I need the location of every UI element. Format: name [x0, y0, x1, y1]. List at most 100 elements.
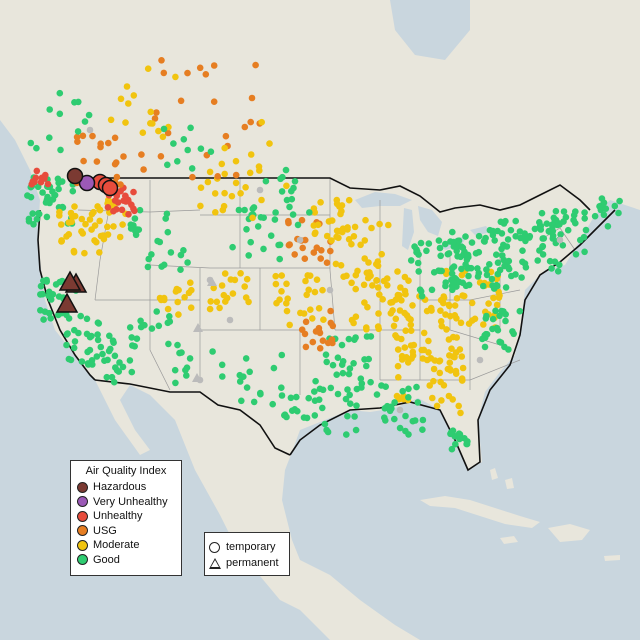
- monitor-point[interactable]: [211, 190, 219, 197]
- monitor-point[interactable]: [294, 221, 302, 229]
- monitor-point[interactable]: [155, 127, 162, 135]
- monitor-point[interactable]: [322, 351, 330, 359]
- monitor-point[interactable]: [220, 291, 228, 299]
- monitor-point[interactable]: [486, 261, 493, 268]
- monitor-point[interactable]: [144, 263, 152, 271]
- monitor-point[interactable]: [218, 361, 226, 369]
- monitor-point[interactable]: [390, 322, 398, 330]
- monitor-point[interactable]: [534, 257, 541, 264]
- monitor-point[interactable]: [385, 221, 392, 229]
- monitor-point[interactable]: [401, 273, 409, 281]
- monitor-point[interactable]: [58, 178, 66, 185]
- monitor-point[interactable]: [288, 195, 296, 203]
- monitor-point[interactable]: [267, 232, 275, 239]
- monitor-point[interactable]: [122, 119, 129, 126]
- monitor-point[interactable]: [328, 217, 336, 224]
- monitor-point[interactable]: [311, 412, 319, 419]
- monitor-point[interactable]: [250, 204, 258, 211]
- monitor-point[interactable]: [154, 237, 161, 245]
- monitor-point[interactable]: [438, 397, 445, 404]
- monitor-point[interactable]: [46, 106, 53, 113]
- monitor-point[interactable]: [458, 243, 465, 250]
- monitor-point[interactable]: [151, 115, 159, 122]
- monitor-point[interactable]: [333, 371, 341, 379]
- monitor-point[interactable]: [276, 241, 284, 249]
- monitor-point[interactable]: [44, 180, 52, 188]
- monitor-point[interactable]: [221, 270, 229, 277]
- monitor-point[interactable]: [94, 336, 102, 344]
- monitor-point[interactable]: [73, 133, 81, 141]
- monitor-point[interactable]: [47, 315, 54, 322]
- monitor-point[interactable]: [482, 315, 490, 322]
- monitor-point[interactable]: [446, 359, 454, 367]
- monitor-point[interactable]: [111, 352, 119, 360]
- monitor-point[interactable]: [204, 178, 212, 186]
- monitor-point[interactable]: [360, 281, 368, 289]
- monitor-point[interactable]: [110, 223, 117, 230]
- monitor-point[interactable]: [378, 250, 386, 258]
- monitor-point[interactable]: [339, 358, 347, 365]
- monitor-point[interactable]: [247, 151, 255, 158]
- monitor-point[interactable]: [465, 272, 472, 280]
- monitor-point[interactable]: [206, 305, 214, 313]
- monitor-point[interactable]: [443, 326, 450, 333]
- monitor-point[interactable]: [97, 143, 104, 151]
- monitor-point[interactable]: [365, 355, 373, 363]
- monitor-point[interactable]: [490, 294, 497, 302]
- monitor-point[interactable]: [237, 270, 244, 277]
- monitor-point[interactable]: [232, 157, 240, 165]
- monitor-point[interactable]: [132, 231, 140, 239]
- monitor-point[interactable]: [159, 133, 167, 141]
- monitor-point[interactable]: [113, 206, 120, 213]
- monitor-point[interactable]: [453, 334, 461, 341]
- monitor-point[interactable]: [459, 364, 467, 372]
- monitor-point[interactable]: [153, 109, 160, 116]
- monitor-point[interactable]: [500, 256, 508, 264]
- monitor-point[interactable]: [158, 57, 165, 64]
- monitor-point[interactable]: [164, 319, 172, 327]
- monitor-point[interactable]: [56, 89, 64, 97]
- monitor-point[interactable]: [289, 211, 297, 218]
- monitor-point[interactable]: [219, 206, 227, 214]
- monitor-point[interactable]: [598, 195, 606, 202]
- monitor-point[interactable]: [401, 287, 409, 295]
- monitor-point[interactable]: [160, 125, 168, 133]
- monitor-point[interactable]: [104, 231, 112, 238]
- monitor-point[interactable]: [596, 203, 603, 210]
- monitor-point[interactable]: [309, 315, 316, 322]
- monitor-point[interactable]: [232, 179, 240, 187]
- monitor-point[interactable]: [407, 327, 415, 335]
- permanent-monitor-marker[interactable]: [58, 270, 82, 291]
- monitor-point[interactable]: [240, 373, 247, 381]
- monitor-point[interactable]: [375, 325, 383, 333]
- monitor-point[interactable]: [368, 224, 375, 232]
- monitor-point[interactable]: [408, 355, 415, 362]
- monitor-point[interactable]: [402, 327, 410, 335]
- monitor-point[interactable]: [498, 245, 505, 253]
- monitor-point[interactable]: [492, 307, 499, 315]
- monitor-point[interactable]: [615, 209, 622, 217]
- monitor-point[interactable]: [386, 407, 394, 415]
- monitor-point[interactable]: [186, 355, 194, 362]
- monitor-point[interactable]: [502, 284, 510, 291]
- monitor-point[interactable]: [147, 108, 154, 116]
- monitor-point[interactable]: [436, 244, 444, 252]
- monitor-point[interactable]: [103, 373, 111, 381]
- monitor-point[interactable]: [67, 356, 75, 364]
- monitor-point[interactable]: [47, 296, 55, 303]
- monitor-point[interactable]: [241, 283, 248, 290]
- monitor-point[interactable]: [500, 220, 508, 227]
- monitor-point[interactable]: [126, 357, 134, 364]
- monitor-point[interactable]: [131, 215, 139, 222]
- monitor-point[interactable]: [347, 400, 354, 408]
- monitor-point[interactable]: [278, 288, 285, 295]
- monitor-point[interactable]: [315, 305, 323, 312]
- monitor-point[interactable]: [184, 69, 191, 77]
- monitor-point[interactable]: [392, 315, 400, 323]
- monitor-point[interactable]: [312, 229, 319, 236]
- monitor-point[interactable]: [602, 205, 610, 212]
- monitor-point[interactable]: [350, 319, 357, 327]
- monitor-point[interactable]: [474, 265, 481, 272]
- monitor-point[interactable]: [86, 346, 94, 354]
- monitor-point[interactable]: [111, 134, 119, 142]
